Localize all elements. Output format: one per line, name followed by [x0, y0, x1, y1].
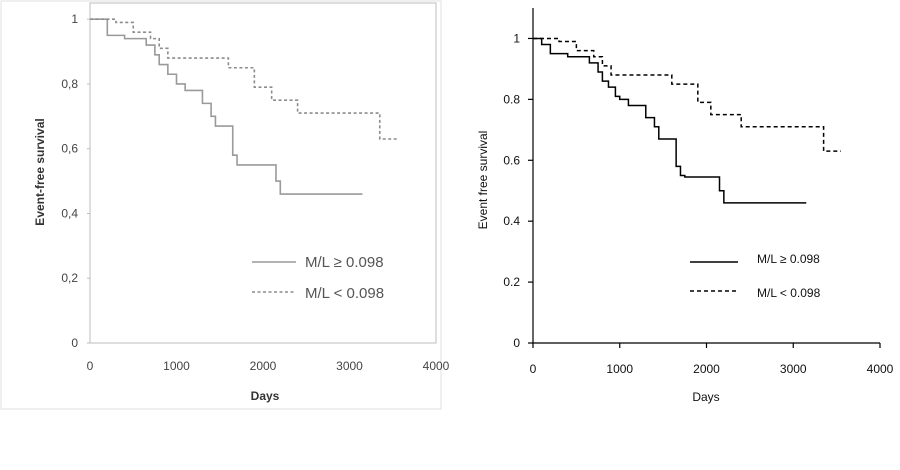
series-line-high-ratio [90, 18, 363, 195]
right-y-axis-title: Event free survival [476, 131, 490, 230]
y-tick-label: 0.4 [503, 214, 520, 228]
right-y-tick-labels: 0 0.2 0.4 0.6 0.8 1 [503, 31, 533, 350]
left-chart-frame [0, 0, 442, 410]
left-y-tick-labels: 0 0,2 0,4 0,6 0,8 1 [61, 12, 90, 350]
x-tick-label: 3000 [780, 362, 807, 376]
x-tick-label: 0 [530, 362, 537, 376]
right-legend: M/L ≥ 0.098 M/L < 0.098 [690, 252, 821, 300]
left-x-tick-labels: 0 1000 2000 3000 4000 [87, 359, 450, 373]
y-tick-label: 0.2 [503, 275, 520, 289]
x-tick-label: 2000 [693, 362, 720, 376]
left-y-axis-title: Event-free survival [33, 118, 47, 225]
y-tick-label: 0 [71, 336, 78, 350]
series-line-high-ratio [533, 37, 807, 204]
left-series-lines [90, 18, 398, 195]
y-tick-label: 1 [71, 12, 78, 26]
y-tick-label: 0 [513, 336, 520, 350]
right-legend-label-low: M/L < 0.098 [757, 286, 821, 300]
right-x-axis-title: Days [692, 390, 719, 404]
x-tick-label: 4000 [423, 359, 450, 373]
x-tick-label: 0 [87, 359, 94, 373]
y-tick-label: 0,8 [61, 77, 78, 91]
x-tick-label: 4000 [867, 362, 894, 376]
y-tick-label: 0.8 [503, 92, 520, 106]
x-tick-label: 2000 [250, 359, 277, 373]
left-legend: M/L ≥ 0.098 M/L < 0.098 [252, 254, 384, 302]
right-chart-panel: 0 0.2 0.4 0.6 0.8 1 0 1000 2000 3000 4000 Days Ev… [476, 8, 894, 404]
left-x-axis-title: Days [251, 389, 280, 403]
x-tick-label: 1000 [163, 359, 190, 373]
y-tick-label: 0,6 [61, 142, 78, 156]
right-legend-label-high: M/L ≥ 0.098 [757, 252, 820, 266]
y-tick-label: 0,2 [61, 271, 78, 285]
series-line-low-ratio [533, 37, 841, 152]
y-tick-label: 0.6 [503, 153, 520, 167]
left-plot-area [89, 2, 437, 344]
y-tick-label: 0,4 [61, 206, 78, 220]
left-chart-panel: 0 0,2 0,4 0,6 0,8 1 0 1000 2000 3000 4000 Days Ev… [0, 0, 450, 410]
y-tick-label: 1 [513, 31, 520, 45]
left-legend-label-low: M/L < 0.098 [305, 285, 384, 302]
series-line-low-ratio [90, 18, 398, 140]
right-series-lines [533, 37, 841, 204]
left-legend-label-high: M/L ≥ 0.098 [305, 254, 384, 271]
x-tick-label: 3000 [336, 359, 363, 373]
x-tick-label: 1000 [606, 362, 633, 376]
right-x-tick-labels: 0 1000 2000 3000 4000 [530, 343, 894, 376]
